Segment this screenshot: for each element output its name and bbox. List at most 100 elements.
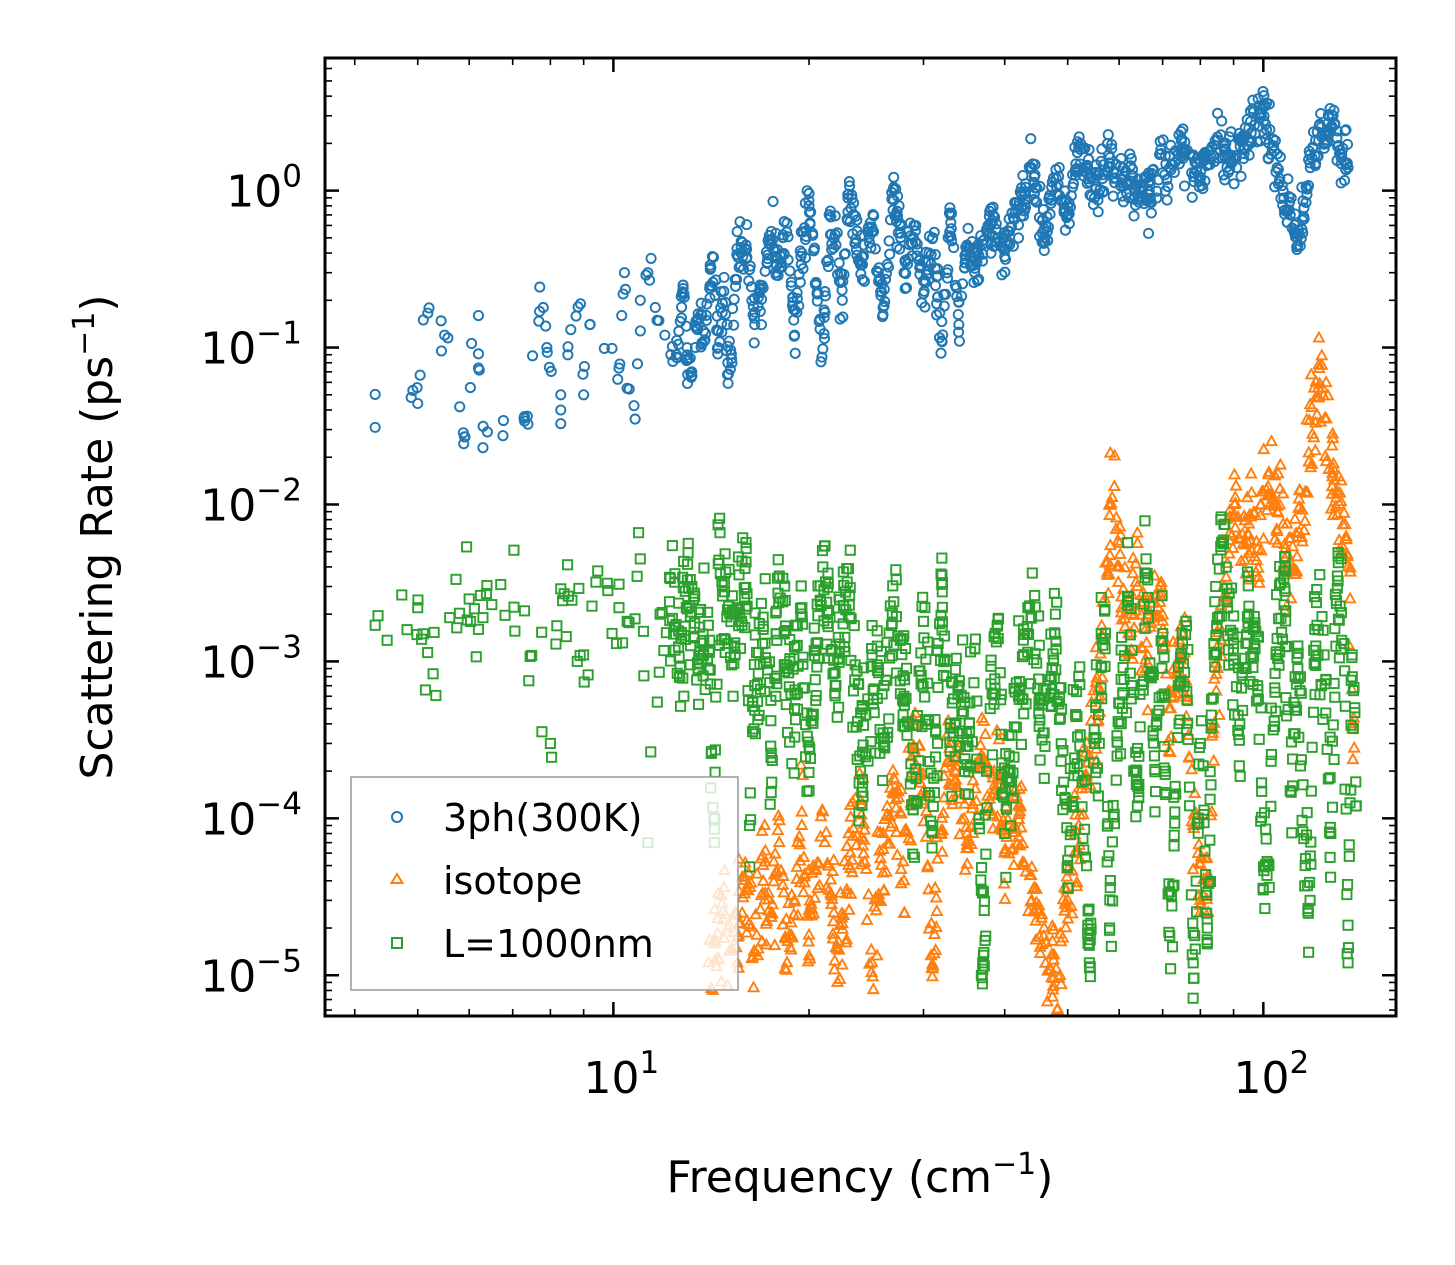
data-point — [435, 345, 447, 357]
data-point — [765, 747, 777, 759]
data-point — [883, 809, 897, 822]
data-point — [1182, 717, 1194, 729]
data-point — [1108, 818, 1121, 830]
data-point — [474, 589, 487, 602]
data-point — [1068, 787, 1082, 800]
data-point — [897, 873, 911, 886]
data-point — [901, 282, 913, 294]
data-point — [998, 845, 1012, 858]
data-point — [810, 276, 822, 288]
data-point — [868, 210, 880, 222]
data-point — [1150, 718, 1163, 731]
data-point — [892, 190, 904, 202]
data-point — [1342, 919, 1354, 931]
data-point — [1126, 550, 1140, 563]
data-point — [909, 763, 921, 775]
data-point — [1104, 882, 1116, 894]
data-point — [1304, 367, 1318, 380]
data-point — [1177, 123, 1189, 135]
data-point — [1205, 693, 1218, 705]
data-point — [969, 643, 981, 655]
data-point — [956, 290, 968, 302]
data-point — [673, 325, 685, 337]
data-point — [889, 825, 903, 838]
data-point — [845, 852, 859, 865]
data-point — [919, 602, 931, 614]
data-point — [1076, 807, 1090, 820]
data-point — [523, 675, 535, 687]
data-point — [801, 730, 813, 742]
data-point — [963, 717, 975, 729]
data-point — [745, 814, 757, 826]
data-point — [916, 600, 928, 612]
data-point — [1159, 150, 1171, 162]
data-point — [1223, 503, 1237, 515]
data-point — [870, 948, 884, 961]
data-point — [978, 727, 992, 740]
data-point — [633, 527, 645, 539]
data-point — [1124, 642, 1139, 655]
data-point — [916, 678, 928, 690]
data-point — [571, 655, 583, 667]
data-point — [562, 341, 574, 353]
data-point — [876, 842, 890, 855]
data-point — [803, 951, 817, 964]
data-point — [1095, 682, 1107, 694]
data-point — [645, 252, 657, 264]
data-point — [821, 617, 834, 629]
data-point — [754, 305, 766, 317]
data-point — [1222, 546, 1236, 559]
x-tick-label: 101 — [584, 1045, 660, 1104]
data-point — [1280, 516, 1294, 529]
data-point — [709, 744, 721, 756]
data-point — [1103, 850, 1115, 862]
data-point — [911, 238, 923, 250]
data-point — [1308, 443, 1322, 456]
data-point — [945, 217, 957, 229]
data-point — [1233, 734, 1245, 746]
data-point — [790, 860, 804, 872]
data-point — [1090, 181, 1102, 193]
data-point — [763, 656, 776, 668]
data-point — [936, 552, 948, 564]
data-point — [1325, 871, 1337, 883]
data-point — [602, 585, 614, 597]
data-point — [1258, 115, 1270, 127]
data-point — [1186, 949, 1198, 961]
data-point — [1200, 891, 1214, 904]
data-point — [1127, 163, 1139, 175]
data-point — [1011, 798, 1026, 811]
data-point — [1168, 829, 1180, 841]
data-point — [789, 714, 802, 726]
series-layer — [369, 86, 1362, 1015]
data-point — [464, 381, 476, 394]
data-point — [1028, 193, 1040, 205]
data-point — [833, 257, 845, 269]
data-point — [1145, 207, 1157, 219]
data-point — [817, 343, 829, 355]
data-point — [1102, 567, 1116, 580]
data-point — [1169, 806, 1181, 818]
data-point — [613, 578, 625, 590]
data-point — [1339, 665, 1351, 677]
data-point — [1259, 902, 1271, 915]
data-point — [649, 301, 661, 314]
data-point — [1115, 644, 1127, 656]
data-point — [740, 543, 752, 555]
data-point — [824, 888, 838, 901]
data-point — [1092, 709, 1105, 721]
data-point — [844, 544, 856, 556]
data-point — [1083, 903, 1095, 915]
data-point — [765, 786, 777, 799]
data-point — [700, 328, 712, 340]
data-point — [562, 559, 574, 571]
data-point — [1038, 727, 1050, 739]
data-point — [949, 664, 961, 676]
data-point — [826, 926, 840, 939]
data-point — [659, 329, 671, 341]
data-point — [1090, 159, 1102, 171]
data-point — [930, 904, 944, 917]
data-point — [791, 293, 803, 305]
data-point — [773, 262, 785, 274]
data-point — [702, 606, 714, 618]
